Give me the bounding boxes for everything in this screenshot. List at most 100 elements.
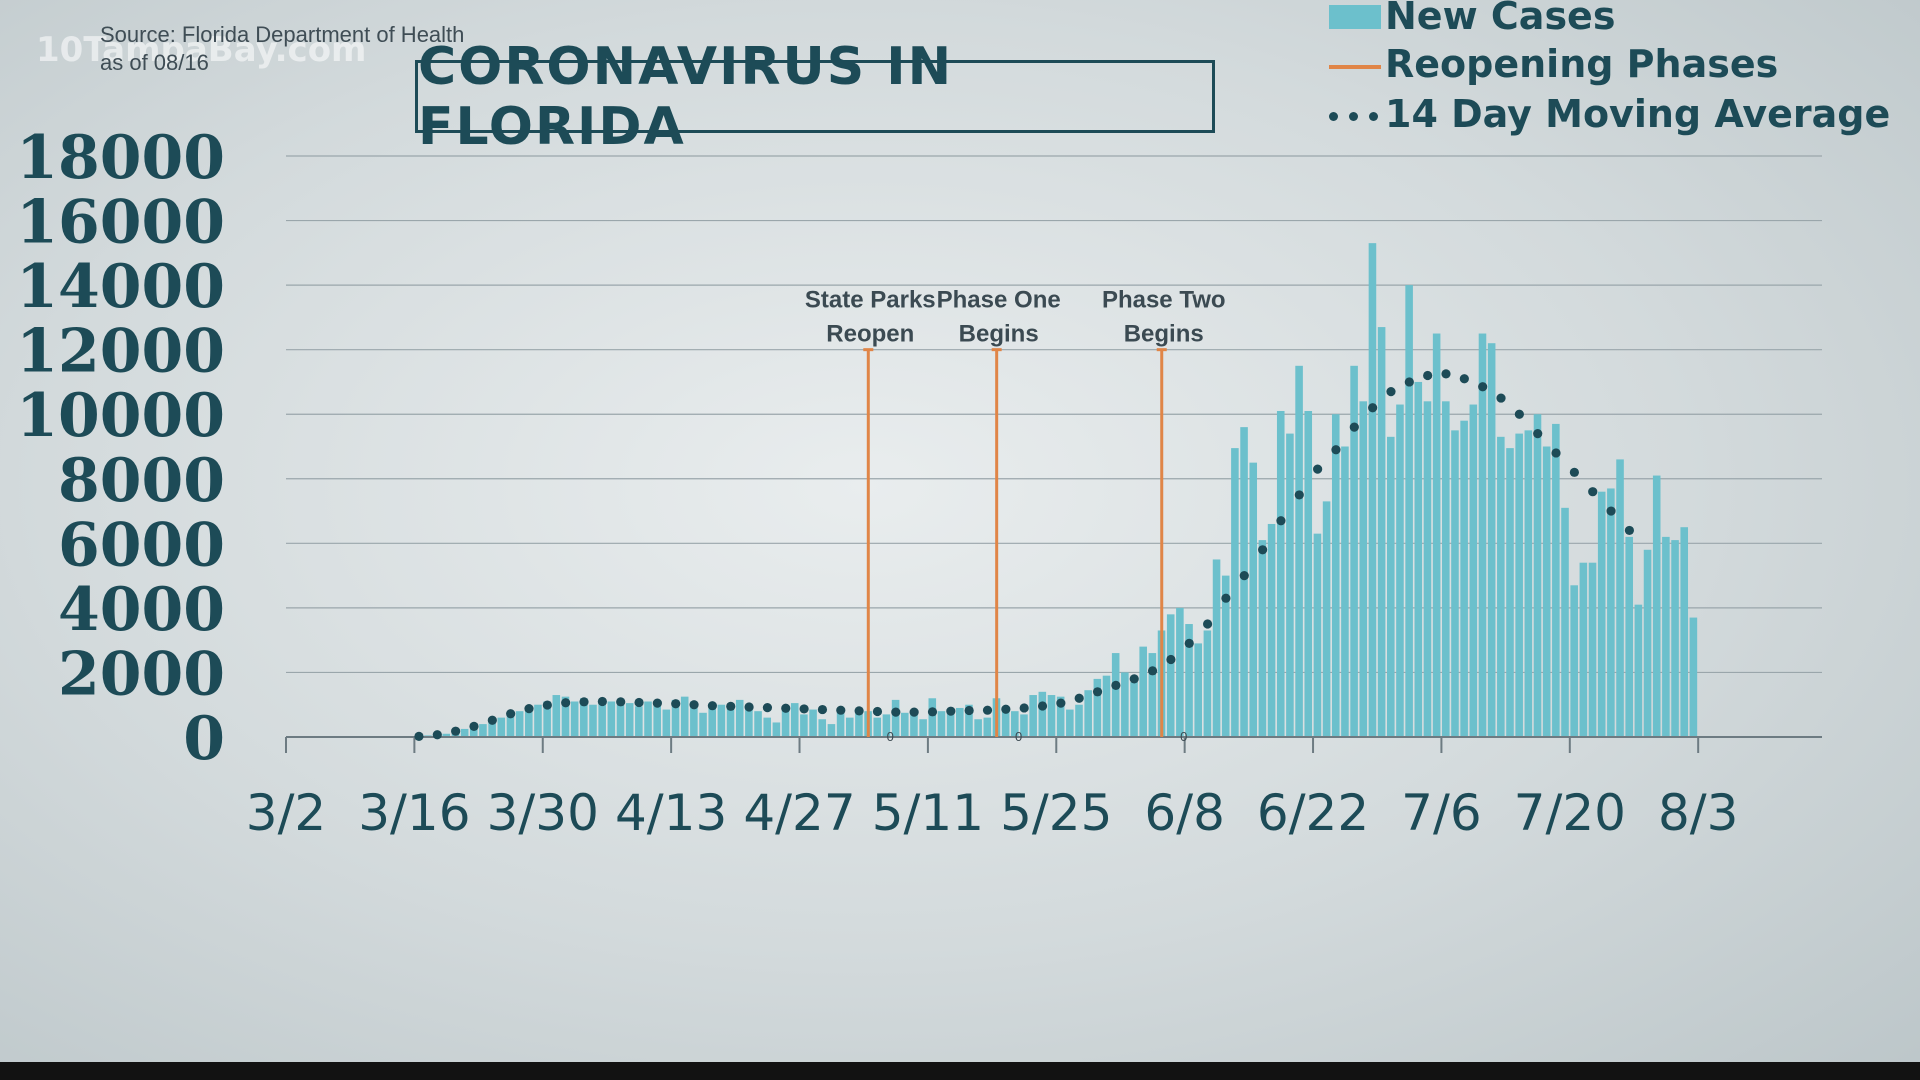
x-tick-label: 7/20 (1514, 784, 1626, 842)
bar (965, 704, 973, 737)
bar (1506, 448, 1514, 737)
moving-average-point (1313, 464, 1323, 474)
bar (1588, 562, 1597, 737)
phase-label: State Parks (805, 287, 936, 314)
bar (1203, 630, 1212, 737)
bar (763, 717, 772, 737)
moving-average-point (1037, 701, 1048, 711)
bar (1231, 448, 1239, 737)
bar (534, 704, 542, 737)
moving-average-point (762, 703, 773, 713)
moving-average-point (1368, 403, 1378, 413)
legend-dot (1329, 112, 1338, 121)
phase-label: Begins (959, 321, 1039, 348)
moving-average-point (891, 707, 901, 717)
bar (1221, 575, 1230, 737)
bar (1111, 653, 1120, 737)
bar (928, 698, 937, 737)
x-tick-label: 5/25 (1000, 784, 1112, 842)
bar (1515, 433, 1523, 737)
bar (543, 701, 551, 737)
bar (1469, 404, 1478, 737)
y-tick-label: 8000 (58, 446, 225, 516)
moving-average-point (1294, 490, 1304, 500)
y-tick-label: 4000 (58, 575, 225, 645)
moving-average-point (1202, 619, 1213, 629)
moving-average-point (1551, 448, 1561, 458)
moving-average-point (1331, 445, 1341, 455)
bar (836, 709, 845, 737)
y-tick-label: 0 (183, 704, 225, 774)
bar (1148, 653, 1157, 737)
moving-average-point (1514, 409, 1524, 419)
bar (845, 717, 854, 737)
bar (1396, 404, 1404, 737)
moving-average-point (1459, 374, 1469, 384)
legend-dot (1349, 112, 1358, 121)
bar (1341, 446, 1349, 737)
source-line: Source: Florida Department of Health (100, 22, 465, 47)
bar (1460, 420, 1468, 737)
bar (1442, 401, 1450, 737)
moving-average-point (927, 707, 938, 717)
bar (1038, 691, 1047, 737)
y-tick-label: 16000 (16, 188, 225, 258)
x-tick-label: 8/3 (1658, 784, 1738, 842)
moving-average-point (652, 698, 662, 708)
bar (1212, 559, 1221, 737)
moving-average-point (1019, 703, 1029, 713)
moving-average-point (1533, 428, 1543, 439)
bar (1542, 446, 1551, 737)
phase-label: Begins (1124, 321, 1204, 348)
bar (1671, 540, 1679, 737)
moving-average-point (799, 704, 809, 714)
bar (662, 709, 671, 737)
bar (781, 707, 790, 737)
bar (1552, 423, 1560, 737)
bar (974, 719, 982, 737)
bar (919, 719, 927, 737)
moving-average-point (1441, 369, 1451, 379)
bar (1579, 562, 1588, 737)
bar (1451, 430, 1459, 737)
moving-average-point (872, 706, 883, 717)
bar (1561, 507, 1569, 737)
bar (616, 699, 625, 737)
bar (873, 717, 882, 737)
bar (1652, 475, 1661, 737)
moving-average-point (744, 702, 754, 712)
bar (1020, 714, 1028, 737)
bar (1331, 414, 1340, 737)
bar (1607, 488, 1615, 737)
bar (1056, 696, 1065, 737)
bar (855, 712, 863, 737)
bar (570, 701, 579, 737)
y-tick-label: 18000 (16, 123, 225, 193)
bar (515, 711, 524, 737)
bar (580, 698, 588, 737)
bar (644, 701, 652, 737)
moving-average-point (946, 706, 956, 716)
bar (1405, 285, 1413, 737)
moving-average-point (1147, 666, 1158, 676)
moving-average-point (414, 731, 424, 741)
phase-label: Phase One (937, 287, 1061, 314)
moving-average-point (909, 707, 919, 717)
bar (790, 703, 799, 737)
y-tick-label: 12000 (16, 317, 225, 387)
moving-average-point (561, 698, 571, 708)
bar (525, 707, 533, 737)
bar (1194, 643, 1202, 737)
bar (1524, 430, 1533, 737)
bar (772, 722, 781, 737)
bar (625, 703, 634, 737)
legend-swatch-bars (1329, 5, 1381, 29)
moving-average-point (964, 705, 974, 716)
bar (1350, 365, 1358, 737)
bar (891, 699, 900, 737)
x-tick-label: 4/13 (615, 784, 727, 842)
bar (1497, 436, 1505, 737)
x-tick-label: 5/11 (872, 784, 984, 842)
bar (598, 703, 606, 737)
bar (497, 717, 506, 737)
